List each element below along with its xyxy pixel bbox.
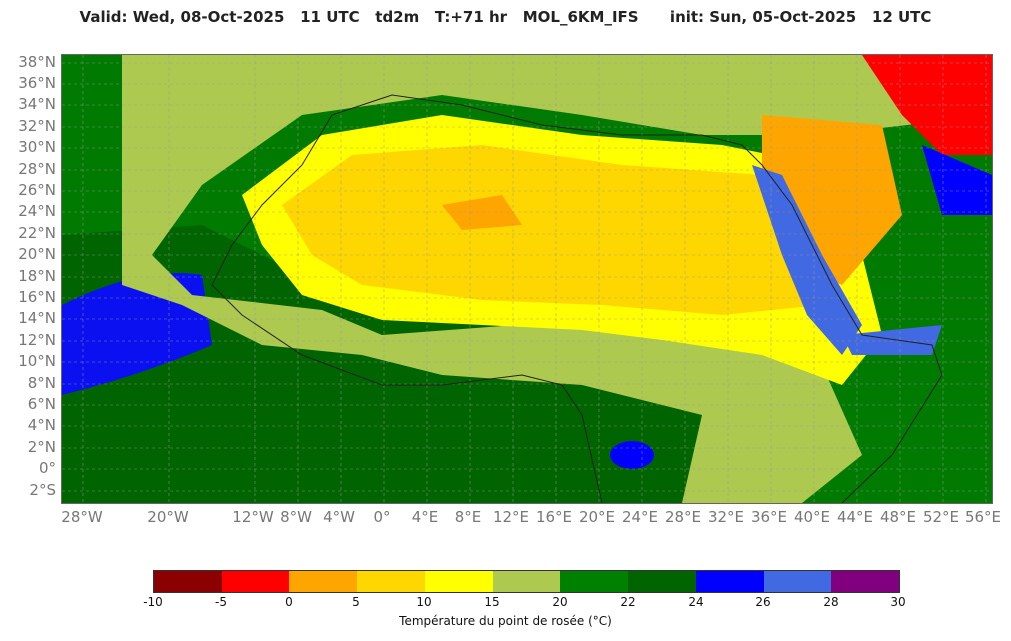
lon-label: 24°E <box>621 508 659 526</box>
colorbar-tick: 10 <box>416 595 432 609</box>
lon-label: 20°W <box>147 508 189 526</box>
persian-gulf-humid <box>922 145 992 215</box>
lon-label: 4°W <box>323 508 355 526</box>
lon-label: 32°E <box>707 508 745 526</box>
colorbar-segment <box>154 571 222 592</box>
colorbar-tick: 22 <box>620 595 636 609</box>
lat-label: 28°N <box>18 160 56 178</box>
lon-label: 28°W <box>61 508 103 526</box>
lat-label: 32°N <box>18 117 56 135</box>
lat-label: 0° <box>38 459 56 477</box>
colorbar-tick: 28 <box>823 595 839 609</box>
lon-label: 8°E <box>454 508 482 526</box>
lat-label: 8°N <box>27 374 56 392</box>
colorbar-segment <box>424 571 493 592</box>
red-sea-humid <box>752 165 862 355</box>
lon-label: 4°E <box>411 508 439 526</box>
atlantic-humid-zone <box>62 273 212 395</box>
lon-label: 12°E <box>492 508 530 526</box>
lat-label: 34°N <box>18 95 56 113</box>
lon-label: 12°W <box>232 508 274 526</box>
lon-label: 8°W <box>280 508 312 526</box>
colorbar-segment <box>221 571 290 592</box>
lon-label: 48°E <box>879 508 917 526</box>
lon-label: 36°E <box>750 508 788 526</box>
semi-arid-field <box>122 55 992 503</box>
colorbar-segment <box>763 571 832 592</box>
map-canvas <box>62 55 992 503</box>
colorbar-tick: 5 <box>352 595 360 609</box>
lat-label: 18°N <box>18 267 56 285</box>
lat-label: 12°N <box>18 331 56 349</box>
west-africa-coast <box>211 284 603 503</box>
colorbar <box>153 570 900 593</box>
lat-label: 14°N <box>18 309 56 327</box>
lon-label: 56°E <box>964 508 1002 526</box>
lat-label: 2°N <box>27 438 56 456</box>
orange-patch-sahara <box>442 195 522 230</box>
central-africa-humid-spot <box>610 441 654 469</box>
colorbar-tick: 20 <box>552 595 568 609</box>
colorbar-segment <box>831 571 900 592</box>
lon-label: 20°E <box>578 508 616 526</box>
lat-label: 16°N <box>18 288 56 306</box>
colorbar-segment <box>560 571 629 592</box>
coastline <box>211 94 943 503</box>
lat-label: 38°N <box>18 53 56 71</box>
lat-label: 30°N <box>18 138 56 156</box>
lat-label: 2°S <box>29 481 56 499</box>
colorbar-segment <box>289 571 358 592</box>
gulf-of-aden-humid <box>842 325 942 355</box>
lon-label: 16°E <box>535 508 573 526</box>
lat-label: 24°N <box>18 202 56 220</box>
lat-label: 6°N <box>27 395 56 413</box>
colorbar-tick: 26 <box>755 595 771 609</box>
colorbar-tick: 30 <box>890 595 906 609</box>
lat-label: 10°N <box>18 352 56 370</box>
map-title: Valid: Wed, 08-Oct-2025 11 UTC td2m T:+7… <box>79 8 932 26</box>
lat-label: 26°N <box>18 181 56 199</box>
lat-label: 4°N <box>27 416 56 434</box>
colorbar-tick: 0 <box>285 595 293 609</box>
lat-label: 20°N <box>18 245 56 263</box>
colorbar-segment <box>492 571 561 592</box>
colorbar-segment <box>357 571 425 592</box>
colorbar-segment <box>628 571 696 592</box>
lon-label: 40°E <box>793 508 831 526</box>
lon-label: 28°E <box>664 508 702 526</box>
lon-label: 0° <box>373 508 391 526</box>
sahara-core-field <box>282 145 822 315</box>
lat-label: 22°N <box>18 224 56 242</box>
colorbar-tick: 24 <box>688 595 704 609</box>
graticule <box>62 55 992 503</box>
colorbar-segment <box>695 571 764 592</box>
lon-label: 52°E <box>922 508 960 526</box>
colorbar-title: Température du point de rosée (°C) <box>399 614 612 628</box>
colorbar-tick: -10 <box>143 595 163 609</box>
colorbar-tick: -5 <box>215 595 227 609</box>
lon-label: 44°E <box>836 508 874 526</box>
colorbar-tick: 15 <box>484 595 500 609</box>
lat-label: 36°N <box>18 74 56 92</box>
dewpoint-map <box>61 54 993 504</box>
